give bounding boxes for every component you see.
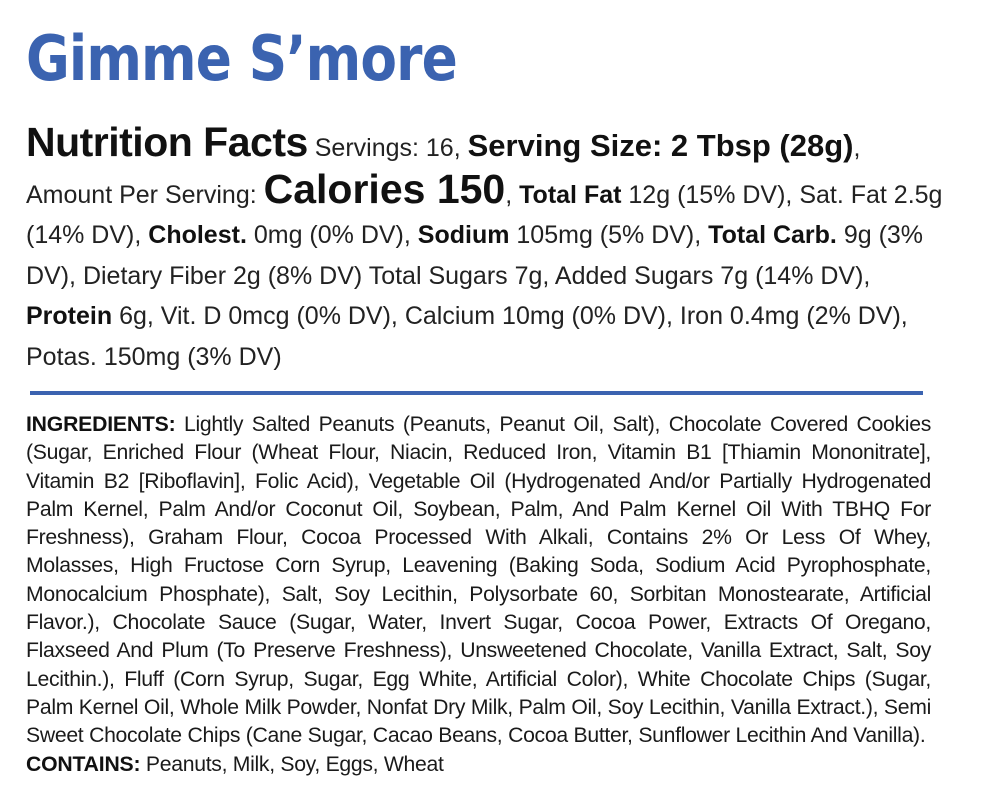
contains-label: CONTAINS: (26, 752, 141, 776)
ingredients-text: Lightly Salted Peanuts (Peanuts, Peanut … (26, 413, 931, 748)
servings-count: Servings: 16, (314, 134, 461, 162)
serving-size-separator: , (853, 134, 861, 162)
total-carb-label: Total Carb. (708, 221, 837, 249)
calories: Calories 150 (263, 165, 506, 212)
cholesterol-label: Cholest. (148, 221, 247, 249)
total-carb-value: 9g (3% DV), Dietary Fiber 2g (8% DV) Tot… (26, 221, 924, 290)
sodium-value: 105mg (5% DV), (516, 221, 702, 249)
contains-text: Peanuts, Milk, Soy, Eggs, Wheat (145, 752, 444, 776)
calories-separator: , (505, 180, 513, 209)
nutrition-facts: Nutrition Facts Servings: 16, Serving Si… (26, 122, 946, 377)
total-fat-label: Total Fat (519, 180, 622, 209)
serving-size: Serving Size: 2 Tbsp (28g) (467, 128, 854, 163)
protein-value: 6g, Vit. D 0mcg (0% DV), Calcium 10mg (0… (26, 302, 908, 371)
ingredients-label: INGREDIENTS: (26, 413, 176, 436)
amount-per-serving-label: Amount Per Serving: (26, 180, 257, 209)
protein-label: Protein (26, 302, 113, 330)
sodium-label: Sodium (417, 221, 510, 249)
ingredients-block: INGREDIENTS: Lightly Salted Peanuts (Pea… (26, 411, 931, 779)
cholesterol-value: 0mg (0% DV), (253, 221, 411, 249)
product-title: Gimme S’more (26, 22, 458, 95)
total-fat-value: 12g (15% DV), Sat. Fat 2.5g (14% DV), (26, 180, 943, 250)
section-divider (30, 391, 923, 395)
nutrition-facts-heading: Nutrition Facts (26, 119, 308, 165)
